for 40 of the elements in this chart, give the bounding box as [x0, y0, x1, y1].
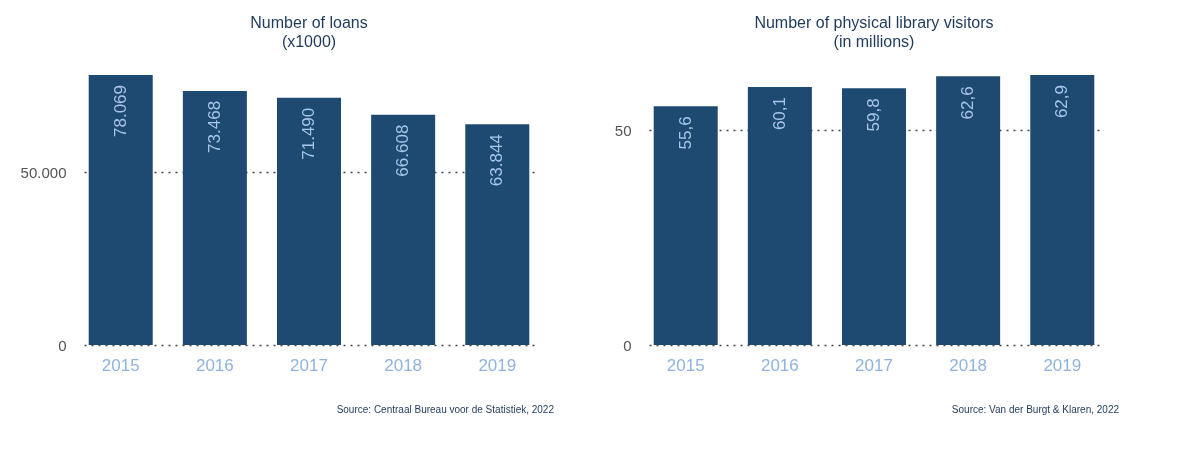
- bar: [936, 76, 1001, 345]
- data-label: 62,9: [1052, 85, 1072, 119]
- bar: [371, 114, 436, 345]
- x-tick-label: 2018: [949, 355, 988, 375]
- data-label: 63.844: [487, 134, 507, 187]
- x-tick-label: 2018: [384, 355, 423, 375]
- data-label: 66.608: [393, 124, 413, 177]
- x-tick-label: 2015: [666, 355, 705, 375]
- x-tick-label: 2019: [478, 355, 517, 375]
- x-tick-label: 2015: [101, 355, 140, 375]
- bar: [276, 97, 342, 345]
- bar: [465, 124, 530, 345]
- data-label: 62,6: [958, 86, 978, 120]
- chart-subtitle: (x1000): [281, 33, 337, 50]
- bar: [653, 106, 718, 345]
- x-tick-label: 2016: [760, 355, 799, 375]
- bar: [1030, 75, 1095, 345]
- bar: [747, 87, 812, 345]
- data-label: 71.490: [299, 107, 318, 160]
- data-label: 73.468: [204, 100, 224, 153]
- data-label: 55,6: [675, 116, 695, 150]
- data-label: 60,1: [769, 97, 789, 131]
- data-label: 78.069: [110, 85, 130, 137]
- chart-title: Number of physical library visitors: [754, 14, 994, 31]
- y-tick-label: 0: [623, 336, 632, 354]
- y-tick-label: 0: [58, 336, 67, 354]
- bar: [841, 88, 907, 345]
- bar: [88, 75, 153, 345]
- y-tick-label: 50.000: [20, 163, 67, 181]
- source-note: Source: Centraal Bureau voor de Statistiek, 2022: [336, 404, 555, 415]
- y-tick-label: 50: [614, 121, 632, 139]
- source-note: Source: Van der Burgt & Klaren, 2022: [951, 404, 1120, 415]
- x-tick-label: 2017: [290, 355, 328, 375]
- x-tick-label: 2017: [855, 355, 893, 375]
- data-label: 59,8: [864, 98, 883, 132]
- chart-title: Number of loans: [250, 14, 368, 31]
- x-tick-label: 2019: [1043, 355, 1082, 375]
- x-tick-label: 2016: [195, 355, 234, 375]
- chart-subtitle: (in millions): [833, 33, 915, 50]
- bar: [182, 90, 247, 345]
